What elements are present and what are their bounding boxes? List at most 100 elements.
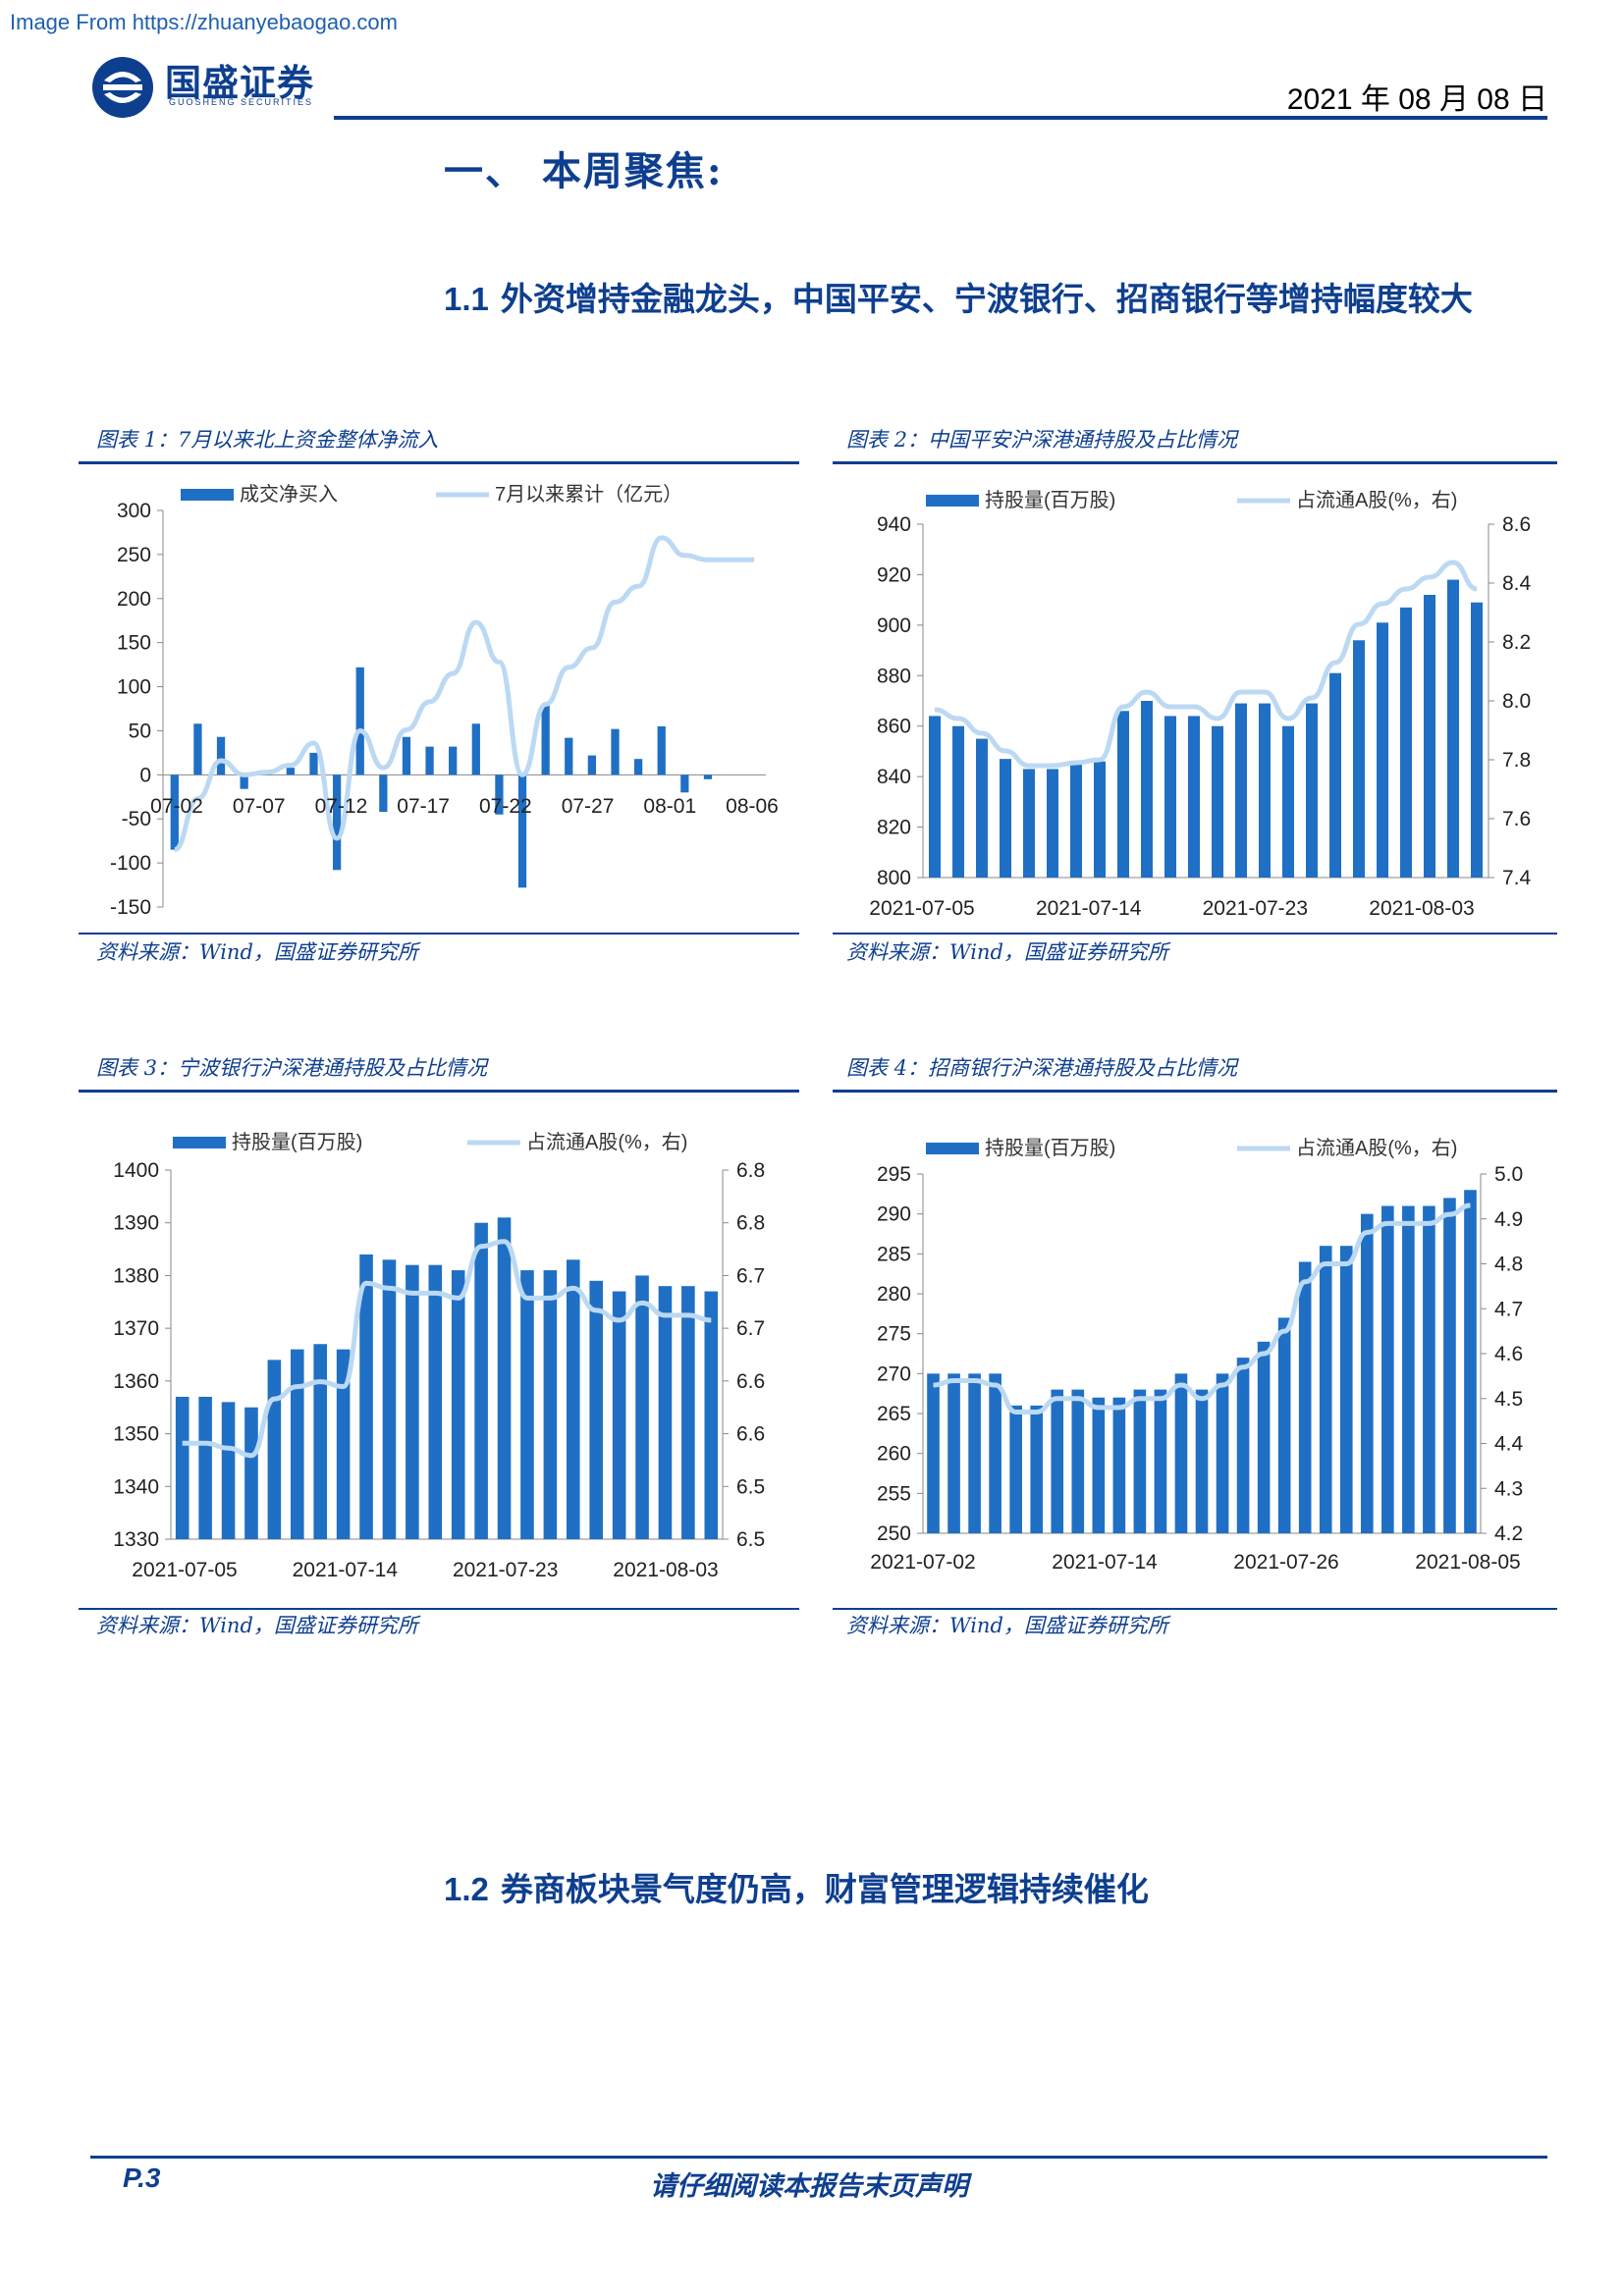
chart-4-cmb-holdings: 持股量(百万股) 占流通A股(%，右) 295 290 285 280 275 270 265 2… (870, 1137, 1523, 1574)
y-tick-label: 1390 (113, 1212, 159, 1235)
x-tick-label: 08-01 (643, 795, 696, 818)
bar (543, 1270, 558, 1539)
bar (1094, 761, 1106, 878)
bar (428, 1264, 443, 1539)
x-tick-label: 2021-07-14 (1036, 897, 1142, 920)
bar (567, 1259, 580, 1539)
y-tick-label: 290 (877, 1203, 911, 1226)
y2-tick-label: 6.6 (736, 1423, 765, 1446)
x-tick-label: 2021-07-05 (132, 1559, 237, 1581)
bar (1423, 1205, 1435, 1533)
bar (1154, 1389, 1167, 1533)
bar (1257, 1341, 1271, 1533)
bar (1112, 1397, 1126, 1533)
bar (989, 1373, 1001, 1533)
bar (517, 774, 527, 888)
bar (976, 738, 988, 878)
bar (175, 1396, 189, 1539)
y2-tick-label: 7.6 (1502, 808, 1531, 830)
figure-4-top-rule (833, 1090, 1557, 1093)
bar (313, 1344, 327, 1539)
bar (1353, 640, 1365, 878)
y-tick-label: 1360 (113, 1370, 159, 1393)
legend-bar-swatch (173, 1137, 226, 1148)
bar (1071, 1389, 1085, 1533)
bar (1216, 1373, 1229, 1533)
y-tick-label: 900 (877, 614, 911, 637)
bar (1188, 716, 1200, 878)
bar (1133, 1389, 1147, 1533)
x-tick-label: 07-07 (233, 795, 286, 818)
bar (1306, 703, 1318, 878)
bar (1329, 672, 1341, 878)
logo-text-en: GUOSHENG SECURITIES (169, 97, 314, 107)
y-tick-label: 1350 (113, 1423, 159, 1446)
bar (1381, 1205, 1394, 1533)
page-number: P.3 (123, 2163, 161, 2193)
figure-3-caption: 图表 3：宁波银行沪深港通持股及占比情况 (96, 1056, 488, 1080)
bar (497, 1217, 512, 1539)
bar (425, 746, 434, 775)
bar (1277, 1317, 1291, 1533)
chart-1-northbound-flow: 成交净买入 7月以来累计（亿元） 300 250 200 150 100 50 0 -50 -100… (110, 483, 779, 919)
x-tick-label: 07-17 (397, 795, 450, 818)
y-tick-label: 275 (877, 1323, 911, 1346)
bar (291, 1349, 304, 1539)
bar (216, 736, 226, 775)
y-tick-label: 295 (877, 1163, 911, 1186)
bar (681, 1286, 695, 1539)
bar (1141, 701, 1153, 878)
bar (1092, 1397, 1106, 1533)
bar (1443, 1198, 1456, 1533)
y2-tick-label: 7.8 (1502, 749, 1531, 772)
legend-line-label: 占流通A股(%，右) (1296, 489, 1457, 511)
y2-tick-label: 8.4 (1502, 572, 1532, 595)
legend-bar-label: 成交净买入 (240, 483, 338, 506)
y2-tick-label: 6.7 (736, 1317, 765, 1340)
y2-tick-label: 8.2 (1502, 631, 1531, 654)
bar (968, 1373, 981, 1533)
bar (947, 1373, 960, 1533)
bar (1195, 1389, 1209, 1533)
bar (704, 1291, 719, 1539)
bar (1235, 703, 1247, 878)
series-line (182, 1239, 712, 1459)
y2-tick-label: 4.6 (1494, 1343, 1523, 1365)
y-tick-label: 1340 (113, 1475, 159, 1498)
bar (332, 774, 342, 871)
y-tick-label: 920 (877, 563, 911, 586)
x-tick-label: 07-22 (479, 795, 532, 818)
y2-tick-label: 6.5 (736, 1475, 765, 1498)
bar (449, 746, 458, 775)
bar (633, 759, 643, 775)
bar (355, 667, 364, 775)
bar (541, 704, 550, 775)
figure-1-source: 资料来源：Wind，国盛证券研究所 (96, 940, 418, 964)
bar (286, 768, 296, 775)
series-line (173, 535, 755, 853)
legend-line-label: 占流通A股(%，右) (526, 1131, 687, 1153)
bar (635, 1275, 649, 1539)
bar (1447, 579, 1459, 878)
y-tick-label: -150 (110, 896, 151, 919)
y-tick-label: 260 (877, 1443, 911, 1466)
y-tick-label: 285 (877, 1243, 911, 1265)
bar (359, 1254, 373, 1539)
bar (1282, 725, 1294, 878)
header-rule (334, 116, 1547, 120)
y2-tick-label: 6.7 (736, 1264, 765, 1287)
x-tick-label: 2021-07-14 (1052, 1551, 1158, 1574)
bar (244, 1407, 258, 1539)
bar (379, 774, 388, 813)
subsection-2-number: 1.2 (444, 1871, 489, 1907)
bar (611, 728, 620, 775)
figure-4-source: 资料来源：Wind，国盛证券研究所 (846, 1614, 1168, 1637)
y-tick-label: -50 (122, 808, 151, 830)
x-tick-label: 2021-07-14 (293, 1559, 399, 1581)
footer-disclaimer: 请仔细阅读本报告末页声明 (650, 2171, 968, 2202)
footer-rule (90, 2156, 1547, 2159)
y-tick-label: 940 (877, 513, 911, 536)
y-tick-label: 250 (117, 544, 151, 566)
bar (382, 1259, 397, 1539)
legend-bar-label: 持股量(百万股) (232, 1131, 362, 1153)
